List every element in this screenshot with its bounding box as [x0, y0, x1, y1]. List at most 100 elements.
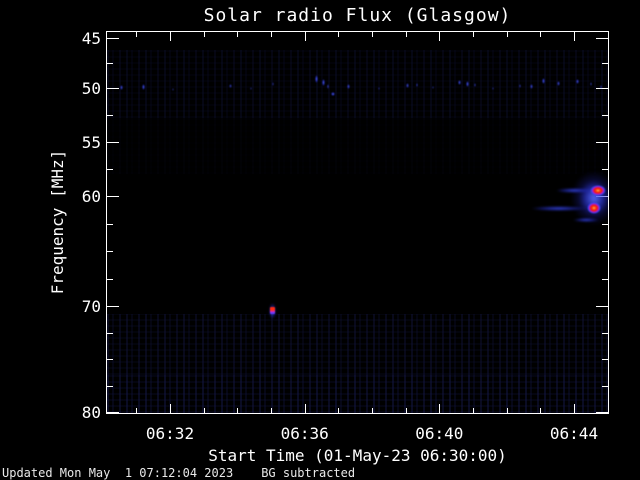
speckle [492, 86, 495, 90]
speckle [458, 79, 462, 85]
speckle [331, 92, 336, 97]
x-minor-tick-bottom [506, 408, 508, 413]
y-major-tick-left [107, 142, 119, 143]
y-minor-tick-right [602, 278, 608, 280]
x-minor-tick-bottom [271, 408, 272, 413]
y-minor-tick-left [107, 169, 113, 170]
x-major-tick-bottom [439, 404, 441, 413]
x-axis-label: Start Time (01-May-23 06:30:00) [208, 446, 507, 465]
speckle [466, 81, 470, 87]
y-tick-label: 80 [81, 403, 101, 422]
speckle [599, 85, 602, 89]
x-minor-tick-bottom [473, 408, 474, 413]
y-major-tick-right [596, 142, 608, 143]
x-minor-tick-top [338, 32, 340, 37]
speckle [519, 84, 522, 88]
y-minor-tick-right [602, 169, 608, 170]
x-major-tick-top [304, 32, 306, 41]
y-major-tick-right [596, 88, 608, 89]
speckle [249, 86, 252, 90]
x-minor-tick-top [136, 32, 138, 37]
noise-band [107, 374, 608, 413]
point-burst-red [270, 307, 276, 315]
speckle [530, 83, 534, 89]
x-minor-tick-bottom [372, 408, 373, 413]
speckle [271, 82, 274, 86]
y-minor-tick-right [602, 332, 608, 334]
burst-glow [571, 171, 608, 226]
burst-core-61mhz [587, 201, 602, 214]
burst-dash-lower [530, 205, 587, 211]
x-tick-label: 06:32 [145, 424, 195, 443]
speckle [473, 83, 476, 87]
x-minor-tick-bottom [338, 408, 340, 413]
y-minor-tick-left [107, 115, 113, 116]
y-tick-label: 45 [81, 29, 101, 48]
y-major-tick-left [107, 306, 119, 307]
y-tick-label: 70 [81, 297, 101, 316]
y-minor-tick-left [107, 385, 113, 387]
x-minor-tick-bottom [203, 408, 205, 413]
y-minor-tick-right [602, 385, 608, 387]
x-major-tick-bottom [574, 404, 575, 413]
x-minor-tick-top [203, 32, 205, 37]
footer: Updated Mon May 1 07:12:04 2023 BG subtra… [2, 466, 355, 480]
x-major-tick-bottom [170, 404, 171, 413]
y-minor-tick-left [107, 278, 113, 280]
x-tick-label: 06:36 [280, 424, 329, 443]
x-major-tick-top [439, 32, 441, 41]
x-minor-tick-bottom [540, 408, 542, 413]
speckle [172, 87, 175, 91]
x-tick-label: 06:44 [549, 424, 599, 443]
plot-area [106, 31, 609, 414]
speckle [557, 80, 561, 86]
x-minor-tick-top [540, 32, 542, 37]
burst-dash-upper [556, 187, 592, 193]
burst-core-59mhz [589, 184, 606, 196]
y-minor-tick-left [107, 359, 113, 360]
speckle [314, 75, 318, 83]
speckle [542, 78, 546, 84]
x-major-tick-bottom [304, 404, 306, 413]
y-minor-tick-right [602, 63, 608, 64]
x-major-tick-top [574, 32, 575, 41]
speckle [575, 78, 579, 84]
x-minor-tick-bottom [405, 408, 407, 413]
x-minor-tick-top [506, 32, 508, 37]
speckle [405, 82, 409, 88]
noise-band [107, 118, 608, 175]
y-major-tick-left [107, 88, 119, 89]
x-minor-tick-bottom [237, 408, 239, 413]
noise-band [107, 314, 608, 375]
y-major-tick-left [107, 412, 119, 413]
y-major-tick-right [596, 38, 608, 39]
y-minor-tick-left [107, 223, 113, 225]
x-minor-tick-top [473, 32, 474, 37]
chart-title: Solar radio Flux (Glasgow) [203, 5, 512, 26]
speckle [589, 82, 592, 86]
y-minor-tick-left [107, 332, 113, 334]
speckle [377, 86, 380, 90]
burst-dash-62mhz [572, 218, 599, 223]
x-minor-tick-top [405, 32, 407, 37]
x-minor-tick-bottom [136, 408, 138, 413]
speckle [141, 84, 145, 90]
y-minor-tick-left [107, 251, 113, 252]
x-minor-tick-top [372, 32, 373, 37]
footer-updated-text: Updated Mon May 1 07:12:04 2023 [2, 466, 234, 480]
y-major-tick-left [107, 38, 119, 39]
y-minor-tick-right [602, 359, 608, 360]
x-tick-label: 06:40 [415, 424, 464, 443]
speckle [327, 83, 330, 89]
y-tick-label: 55 [81, 133, 101, 152]
y-tick-label: 60 [81, 187, 101, 206]
x-major-tick-top [170, 32, 171, 41]
noise-band [107, 50, 608, 119]
x-minor-tick-top [237, 32, 239, 37]
speckle [431, 85, 434, 89]
x-minor-tick-top [271, 32, 272, 37]
y-major-tick-right [596, 412, 608, 413]
y-tick-label: 50 [81, 79, 101, 98]
speckle [321, 78, 325, 86]
